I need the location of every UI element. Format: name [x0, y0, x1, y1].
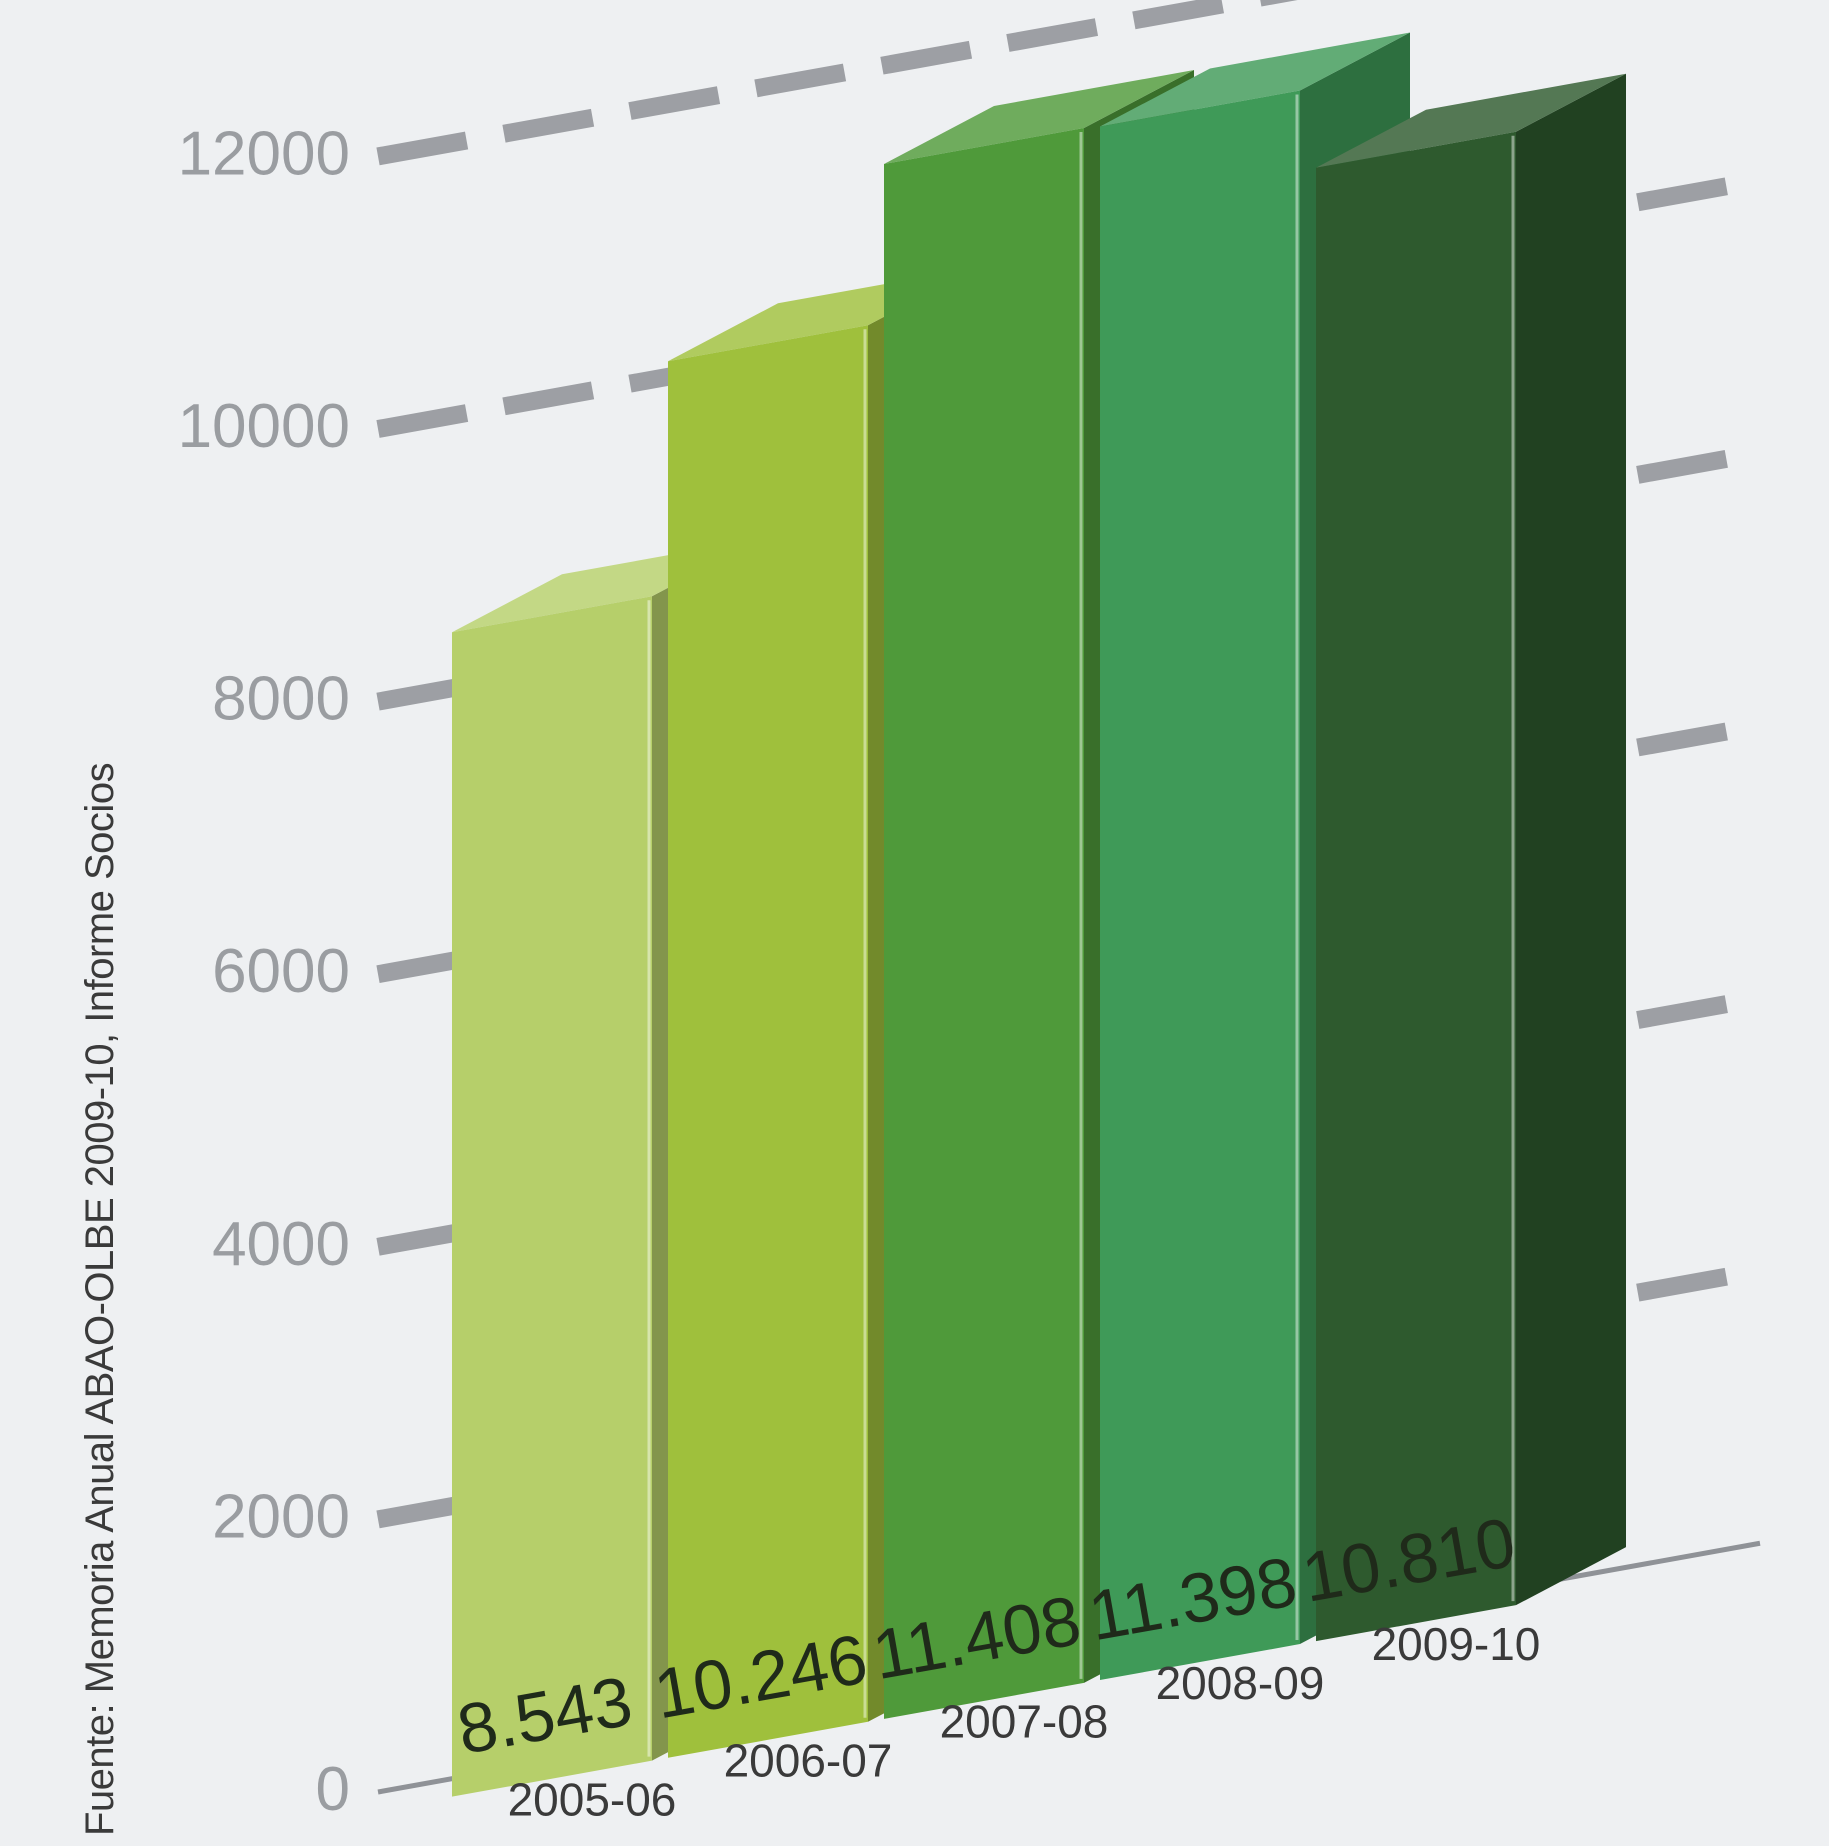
bar-side — [1516, 73, 1626, 1606]
y-tick-label: 10000 — [178, 392, 350, 461]
y-tick-label: 6000 — [212, 937, 350, 1006]
y-tick-label: 2000 — [212, 1482, 350, 1551]
bar — [452, 596, 652, 1797]
y-tick-label: 0 — [316, 1755, 350, 1824]
bar-top — [1316, 73, 1626, 168]
x-tick-label: 2009-10 — [1372, 1618, 1541, 1670]
y-tick-label: 4000 — [212, 1210, 350, 1279]
bar — [1100, 90, 1300, 1681]
bar — [884, 128, 1084, 1719]
source-note: Fuente: Memoria Anual ABAO-OLBE 2009-10,… — [78, 762, 122, 1836]
bar — [668, 325, 868, 1758]
y-tick-label: 8000 — [212, 665, 350, 734]
x-tick-label: 2007-08 — [940, 1696, 1109, 1748]
y-tick-label: 12000 — [178, 119, 350, 188]
bar-top — [1100, 32, 1410, 127]
bar — [1316, 131, 1516, 1642]
x-tick-label: 2006-07 — [724, 1735, 893, 1787]
gridline — [376, 0, 1298, 166]
bars — [452, 32, 1626, 1797]
x-tick-label: 2008-09 — [1156, 1657, 1325, 1709]
x-tick-label: 2005-06 — [508, 1773, 677, 1825]
bar-top — [884, 70, 1194, 165]
